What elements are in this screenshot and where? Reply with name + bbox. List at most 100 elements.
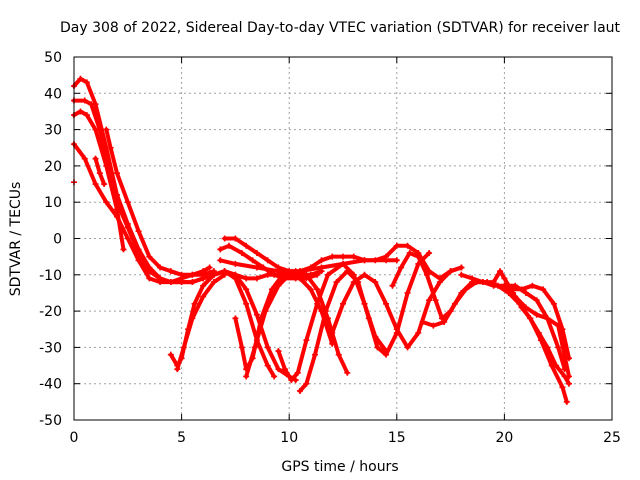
- data-point: [550, 300, 557, 307]
- data-point: [314, 286, 321, 293]
- data-point: [393, 242, 400, 249]
- data-point: [262, 308, 269, 315]
- y-tick-label: 10: [44, 195, 62, 211]
- y-tick-label: -30: [39, 340, 62, 356]
- data-point: [238, 250, 245, 257]
- x-tick-label: 25: [603, 430, 621, 446]
- data-point: [436, 279, 443, 286]
- data-point: [307, 286, 314, 293]
- data-point: [92, 181, 99, 188]
- data-point: [281, 366, 288, 373]
- data-point: [275, 348, 282, 355]
- data-point: [383, 257, 390, 264]
- data-point: [393, 326, 400, 333]
- data-point: [294, 369, 301, 376]
- series-pass-8: [174, 271, 228, 373]
- series-trace: [218, 258, 399, 274]
- data-point: [527, 315, 534, 322]
- data-point: [96, 170, 103, 177]
- y-tick-label: 0: [53, 232, 62, 248]
- data-point: [103, 199, 110, 206]
- data-point: [264, 344, 271, 351]
- data-point: [167, 351, 174, 358]
- data-point: [189, 279, 196, 286]
- data-point: [469, 275, 476, 282]
- data-point: [292, 268, 299, 275]
- data-point: [253, 264, 260, 271]
- data-point: [350, 279, 357, 286]
- data-point: [114, 170, 121, 177]
- data-point: [174, 366, 181, 373]
- y-tick-label: -10: [39, 268, 62, 284]
- data-point: [447, 268, 454, 275]
- data-point: [324, 271, 331, 278]
- x-axis: 0 5 10 15 20 25: [70, 57, 621, 446]
- series-pass-12: [232, 268, 351, 376]
- data-point: [340, 260, 346, 267]
- data-point: [243, 242, 250, 249]
- data-point: [361, 271, 368, 278]
- data-point: [344, 369, 351, 376]
- data-point: [167, 268, 174, 275]
- data-point: [553, 362, 560, 369]
- data-point: [264, 257, 271, 264]
- data-point: [124, 235, 131, 242]
- data-point: [372, 279, 379, 286]
- data-point: [565, 380, 572, 387]
- data-point: [404, 242, 411, 249]
- data-point: [103, 126, 110, 133]
- data-point: [232, 315, 239, 322]
- data-point: [238, 344, 245, 351]
- data-point: [350, 253, 357, 260]
- data-point: [340, 300, 346, 307]
- series-pass-16: [329, 264, 465, 351]
- data-point: [419, 318, 426, 325]
- data-point: [135, 257, 142, 264]
- x-tick-label: 10: [280, 430, 298, 446]
- data-point: [88, 101, 95, 108]
- data-point: [191, 300, 198, 307]
- data-point: [404, 344, 411, 351]
- data-point: [221, 271, 228, 278]
- series-layer: [71, 75, 572, 405]
- data-point: [124, 224, 131, 231]
- data-point: [365, 315, 372, 322]
- data-point: [404, 289, 411, 296]
- y-tick-label: -40: [39, 377, 62, 393]
- data-point: [103, 162, 110, 169]
- x-tick-label: 15: [388, 430, 406, 446]
- data-point: [83, 112, 90, 119]
- data-point: [451, 300, 458, 307]
- data-point: [275, 282, 282, 289]
- series-trace: [298, 251, 432, 393]
- data-point: [296, 275, 303, 282]
- data-point: [389, 282, 396, 289]
- data-point: [146, 275, 153, 282]
- data-point: [253, 250, 260, 257]
- data-point: [81, 155, 88, 162]
- data-point: [329, 340, 336, 347]
- data-point: [329, 253, 336, 260]
- data-point: [189, 271, 196, 278]
- data-point: [423, 271, 430, 278]
- x-axis-label: GPS time / hours: [281, 459, 398, 475]
- data-point: [533, 297, 540, 304]
- data-point: [303, 271, 310, 278]
- grid-lines: [74, 57, 612, 420]
- data-point: [114, 213, 121, 220]
- data-point: [406, 250, 413, 257]
- data-point: [312, 351, 319, 358]
- x-tick-label: 20: [495, 430, 513, 446]
- data-point: [565, 373, 572, 380]
- data-point: [535, 329, 542, 336]
- data-point: [430, 322, 437, 329]
- series-pass-21: [501, 282, 572, 380]
- data-point: [497, 268, 504, 275]
- data-point: [329, 329, 336, 336]
- data-point: [555, 344, 562, 351]
- data-point: [479, 279, 486, 286]
- data-point: [92, 155, 99, 162]
- data-point: [167, 279, 174, 286]
- data-point: [178, 271, 185, 278]
- data-point: [340, 253, 346, 260]
